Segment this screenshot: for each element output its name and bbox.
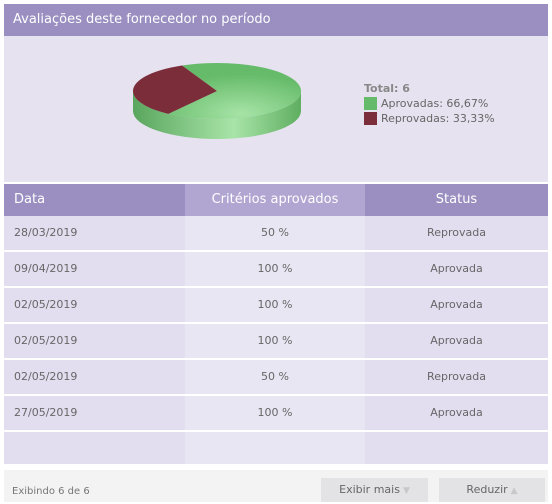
showing-count: Exibindo 6 de 6: [12, 486, 90, 497]
table-row[interactable]: 02/05/2019 50 % Reprovada: [4, 360, 548, 396]
empty-cell: [365, 432, 548, 464]
cell-status: Aprovada: [365, 288, 548, 322]
show-more-label: Exibir mais: [339, 483, 400, 496]
table-row[interactable]: 02/05/2019 100 % Aprovada: [4, 324, 548, 360]
table-row[interactable]: 02/05/2019 100 % Aprovada: [4, 288, 548, 324]
triangle-up-icon: ▲: [510, 486, 518, 496]
pie-chart: [133, 63, 302, 139]
column-header-data[interactable]: Data: [4, 184, 185, 216]
cell-date: 02/05/2019: [4, 288, 185, 322]
pie-slice-aprovadas[interactable]: [168, 63, 302, 120]
column-header-criterios[interactable]: Critérios aprovados: [185, 184, 365, 216]
cell-status: Aprovada: [365, 396, 548, 430]
table-row-empty: [4, 432, 548, 464]
table-header: Data Critérios aprovados Status: [4, 184, 548, 216]
table-footer: Exibindo 6 de 6 Exibir mais ▼ Reduzir ▲: [4, 470, 548, 502]
evaluations-panel: Avaliações deste fornecedor no período T…: [4, 4, 548, 502]
legend-label-aprovadas: Aprovadas: 66,67%: [381, 97, 489, 110]
cell-criteria: 100 %: [185, 252, 365, 286]
legend-total-value: 6: [402, 82, 410, 95]
legend-label-reprovadas: Reprovadas: 33,33%: [381, 112, 495, 125]
cell-criteria: 50 %: [185, 216, 365, 250]
legend-swatch-reprovadas: [364, 112, 377, 125]
empty-cell: [4, 432, 185, 464]
collapse-button[interactable]: Reduzir ▲: [439, 478, 545, 502]
cell-criteria: 100 %: [185, 324, 365, 358]
column-header-status[interactable]: Status: [365, 184, 548, 216]
table-row[interactable]: 09/04/2019 100 % Aprovada: [4, 252, 548, 288]
legend-item-aprovadas: Aprovadas: 66,67%: [364, 96, 495, 111]
pie-side-wall: [133, 91, 301, 139]
cell-status: Aprovada: [365, 252, 548, 286]
show-more-button[interactable]: Exibir mais ▼: [321, 478, 428, 502]
cell-criteria: 100 %: [185, 288, 365, 322]
panel-title: Avaliações deste fornecedor no período: [4, 4, 548, 36]
legend-total-label: Total:: [364, 82, 399, 95]
cell-criteria: 50 %: [185, 360, 365, 394]
legend-total: Total: 6: [364, 82, 495, 95]
cell-date: 28/03/2019: [4, 216, 185, 250]
empty-cell: [185, 432, 365, 464]
triangle-down-icon: ▼: [402, 486, 410, 496]
chart-legend: Total: 6 Aprovadas: 66,67% Reprovadas: 3…: [364, 82, 495, 126]
cell-status: Aprovada: [365, 324, 548, 358]
table-row[interactable]: 27/05/2019 100 % Aprovada: [4, 396, 548, 432]
pie-slice-reprovadas[interactable]: [133, 65, 217, 114]
cell-status: Reprovada: [365, 360, 548, 394]
cell-date: 27/05/2019: [4, 396, 185, 430]
legend-item-reprovadas: Reprovadas: 33,33%: [364, 111, 495, 126]
table-row[interactable]: 28/03/2019 50 % Reprovada: [4, 216, 548, 252]
legend-swatch-aprovadas: [364, 97, 377, 110]
table-body: 28/03/2019 50 % Reprovada 09/04/2019 100…: [4, 216, 548, 464]
cell-date: 09/04/2019: [4, 252, 185, 286]
cell-criteria: 100 %: [185, 396, 365, 430]
cell-status: Reprovada: [365, 216, 548, 250]
collapse-label: Reduzir: [466, 483, 508, 496]
chart-area: Total: 6 Aprovadas: 66,67% Reprovadas: 3…: [4, 36, 548, 182]
cell-date: 02/05/2019: [4, 360, 185, 394]
cell-date: 02/05/2019: [4, 324, 185, 358]
